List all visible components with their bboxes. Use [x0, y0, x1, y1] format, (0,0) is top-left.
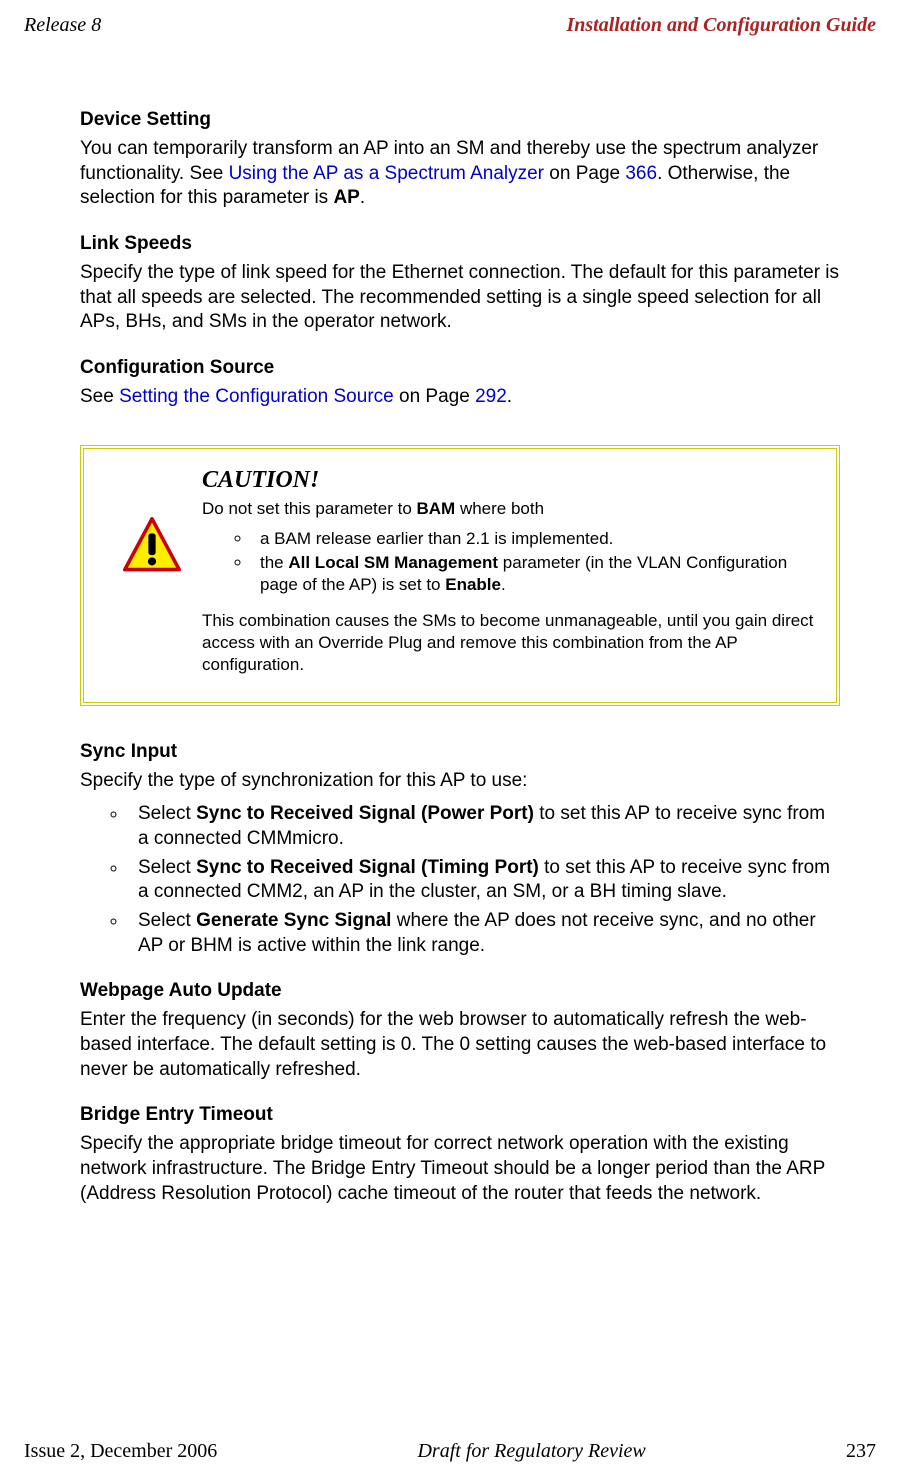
heading-bridge: Bridge Entry Timeout	[80, 1104, 840, 1126]
bold-text: All Local SM Management	[288, 553, 498, 572]
link-page-292[interactable]: 292	[475, 386, 507, 407]
header-left: Release 8	[24, 14, 101, 37]
caution-title: CAUTION!	[202, 467, 818, 494]
caution-box: CAUTION! Do not set this parameter to BA…	[80, 445, 840, 707]
heading-webpage-auto: Webpage Auto Update	[80, 980, 840, 1002]
sync-list: Select Sync to Received Signal (Power Po…	[80, 802, 840, 958]
header-right: Installation and Configuration Guide	[566, 14, 876, 37]
caution-intro: Do not set this parameter to BAM where b…	[202, 498, 818, 520]
para-webpage-auto: Enter the frequency (in seconds) for the…	[80, 1008, 840, 1082]
text: where both	[455, 499, 544, 518]
heading-device-setting: Device Setting	[80, 109, 840, 131]
text: Select	[138, 857, 196, 878]
page-footer: Issue 2, December 2006 Draft for Regulat…	[0, 1440, 900, 1463]
list-item: Select Sync to Received Signal (Timing P…	[128, 856, 840, 905]
bold-text: AP	[333, 187, 359, 208]
text: Do not set this parameter to	[202, 499, 417, 518]
page-content: Device Setting You can temporarily trans…	[0, 37, 900, 1206]
text: on Page	[544, 163, 625, 184]
heading-sync-input: Sync Input	[80, 741, 840, 763]
list-item: Select Generate Sync Signal where the AP…	[128, 909, 840, 958]
bold-text: BAM	[417, 499, 456, 518]
bold-text: Generate Sync Signal	[196, 910, 391, 931]
list-item: Select Sync to Received Signal (Power Po…	[128, 802, 840, 851]
footer-left: Issue 2, December 2006	[24, 1440, 217, 1463]
para-link-speeds: Specify the type of link speed for the E…	[80, 261, 840, 335]
caution-list: a BAM release earlier than 2.1 is implem…	[202, 528, 818, 596]
caution-text: CAUTION! Do not set this parameter to BA…	[202, 467, 818, 685]
text: the	[260, 553, 288, 572]
warning-icon	[123, 517, 181, 575]
text: See	[80, 386, 119, 407]
heading-link-speeds: Link Speeds	[80, 233, 840, 255]
caution-icon-cell	[102, 467, 202, 575]
list-item: the All Local SM Management parameter (i…	[252, 552, 818, 596]
text: .	[501, 575, 506, 594]
para-bridge: Specify the appropriate bridge timeout f…	[80, 1132, 840, 1206]
text: Select	[138, 910, 196, 931]
text: .	[360, 187, 365, 208]
caution-conclusion: This combination causes the SMs to becom…	[202, 610, 818, 676]
link-spectrum-analyzer[interactable]: Using the AP as a Spectrum Analyzer	[229, 163, 544, 184]
text: on Page	[394, 386, 475, 407]
para-device-setting: You can temporarily transform an AP into…	[80, 137, 840, 211]
footer-right: 237	[846, 1440, 876, 1463]
text: Select	[138, 803, 196, 824]
link-page-366[interactable]: 366	[625, 163, 657, 184]
text: .	[507, 386, 512, 407]
bold-text: Sync to Received Signal (Timing Port)	[196, 857, 539, 878]
para-sync-intro: Specify the type of synchronization for …	[80, 769, 840, 794]
para-config-source: See Setting the Configuration Source on …	[80, 385, 840, 410]
link-config-source[interactable]: Setting the Configuration Source	[119, 386, 394, 407]
footer-center: Draft for Regulatory Review	[417, 1440, 645, 1463]
heading-config-source: Configuration Source	[80, 357, 840, 379]
list-item: a BAM release earlier than 2.1 is implem…	[252, 528, 818, 550]
page-header: Release 8 Installation and Configuration…	[0, 0, 900, 37]
bold-text: Sync to Received Signal (Power Port)	[196, 803, 534, 824]
bold-text: Enable	[445, 575, 501, 594]
